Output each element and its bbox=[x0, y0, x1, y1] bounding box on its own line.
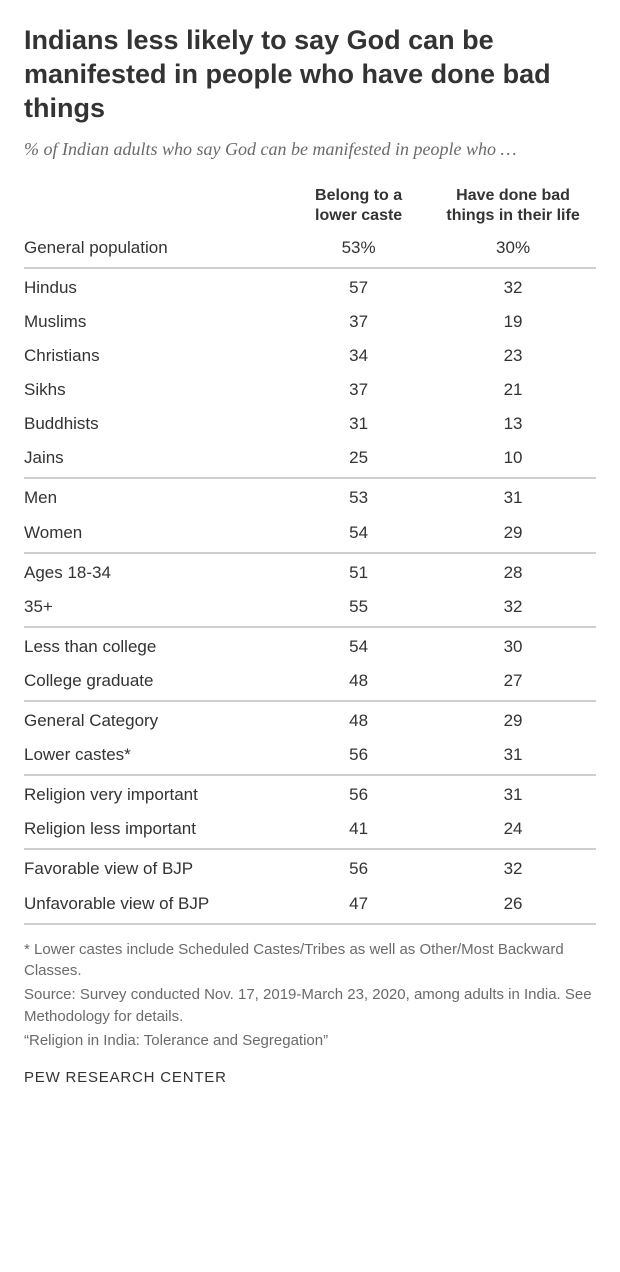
col-header-lower-caste: Belong to a lower caste bbox=[287, 182, 430, 230]
row-label: Unfavorable view of BJP bbox=[24, 887, 287, 924]
row-value-bad-things: 28 bbox=[430, 553, 596, 590]
row-label: Buddhists bbox=[24, 407, 287, 441]
row-label: Favorable view of BJP bbox=[24, 849, 287, 886]
row-label: Ages 18-34 bbox=[24, 553, 287, 590]
row-label: Jains bbox=[24, 441, 287, 478]
org-label: PEW RESEARCH CENTER bbox=[24, 1069, 596, 1086]
row-label: General population bbox=[24, 231, 287, 268]
table-row: General Category4829 bbox=[24, 701, 596, 738]
table-row: Favorable view of BJP5632 bbox=[24, 849, 596, 886]
row-value-bad-things: 31 bbox=[430, 738, 596, 775]
row-value-bad-things: 32 bbox=[430, 590, 596, 627]
subtitle: % of Indian adults who say God can be ma… bbox=[24, 137, 596, 162]
col-header-label bbox=[24, 182, 287, 230]
row-value-bad-things: 32 bbox=[430, 849, 596, 886]
row-value-lower-caste: 51 bbox=[287, 553, 430, 590]
page-title: Indians less likely to say God can be ma… bbox=[24, 24, 596, 125]
row-value-lower-caste: 54 bbox=[287, 627, 430, 664]
table-row: Women5429 bbox=[24, 516, 596, 553]
row-label: General Category bbox=[24, 701, 287, 738]
row-label: Less than college bbox=[24, 627, 287, 664]
row-label: Hindus bbox=[24, 268, 287, 305]
row-value-bad-things: 32 bbox=[430, 268, 596, 305]
row-value-lower-caste: 48 bbox=[287, 664, 430, 701]
footnote-note: * Lower castes include Scheduled Castes/… bbox=[24, 939, 596, 983]
table-row: Hindus5732 bbox=[24, 268, 596, 305]
row-label: Sikhs bbox=[24, 373, 287, 407]
row-value-bad-things: 31 bbox=[430, 775, 596, 812]
row-value-bad-things: 29 bbox=[430, 516, 596, 553]
row-value-bad-things: 21 bbox=[430, 373, 596, 407]
row-label: Women bbox=[24, 516, 287, 553]
row-value-bad-things: 26 bbox=[430, 887, 596, 924]
row-value-lower-caste: 34 bbox=[287, 339, 430, 373]
row-value-lower-caste: 55 bbox=[287, 590, 430, 627]
data-table: Belong to a lower caste Have done bad th… bbox=[24, 182, 596, 924]
row-value-lower-caste: 48 bbox=[287, 701, 430, 738]
table-row: Muslims3719 bbox=[24, 305, 596, 339]
table-row: Lower castes*5631 bbox=[24, 738, 596, 775]
table-row: Jains2510 bbox=[24, 441, 596, 478]
row-value-lower-caste: 25 bbox=[287, 441, 430, 478]
row-label: Muslims bbox=[24, 305, 287, 339]
table-row: Less than college5430 bbox=[24, 627, 596, 664]
row-value-bad-things: 23 bbox=[430, 339, 596, 373]
table-row: Buddhists3113 bbox=[24, 407, 596, 441]
footnote-block: * Lower castes include Scheduled Castes/… bbox=[24, 939, 596, 1052]
row-value-lower-caste: 53% bbox=[287, 231, 430, 268]
row-label: Religion very important bbox=[24, 775, 287, 812]
table-row: Unfavorable view of BJP4726 bbox=[24, 887, 596, 924]
row-value-lower-caste: 54 bbox=[287, 516, 430, 553]
table-row: 35+5532 bbox=[24, 590, 596, 627]
footnote-source: Source: Survey conducted Nov. 17, 2019-M… bbox=[24, 984, 596, 1028]
table-row: Ages 18-345128 bbox=[24, 553, 596, 590]
row-value-lower-caste: 37 bbox=[287, 305, 430, 339]
row-value-bad-things: 30% bbox=[430, 231, 596, 268]
row-value-bad-things: 31 bbox=[430, 478, 596, 515]
table-row: Sikhs3721 bbox=[24, 373, 596, 407]
row-label: Christians bbox=[24, 339, 287, 373]
row-value-lower-caste: 57 bbox=[287, 268, 430, 305]
row-value-lower-caste: 56 bbox=[287, 775, 430, 812]
row-value-bad-things: 24 bbox=[430, 812, 596, 849]
row-label: 35+ bbox=[24, 590, 287, 627]
row-label: Religion less important bbox=[24, 812, 287, 849]
row-label: College graduate bbox=[24, 664, 287, 701]
row-value-lower-caste: 56 bbox=[287, 849, 430, 886]
table-row: Religion very important5631 bbox=[24, 775, 596, 812]
row-value-lower-caste: 47 bbox=[287, 887, 430, 924]
table-row: College graduate4827 bbox=[24, 664, 596, 701]
row-value-bad-things: 27 bbox=[430, 664, 596, 701]
table-row: Christians3423 bbox=[24, 339, 596, 373]
row-value-lower-caste: 31 bbox=[287, 407, 430, 441]
table-row: General population53%30% bbox=[24, 231, 596, 268]
table-row: Men5331 bbox=[24, 478, 596, 515]
row-label: Men bbox=[24, 478, 287, 515]
row-value-bad-things: 29 bbox=[430, 701, 596, 738]
row-value-lower-caste: 37 bbox=[287, 373, 430, 407]
table-header-row: Belong to a lower caste Have done bad th… bbox=[24, 182, 596, 230]
row-value-lower-caste: 56 bbox=[287, 738, 430, 775]
col-header-bad-things: Have done bad things in their life bbox=[430, 182, 596, 230]
row-value-bad-things: 13 bbox=[430, 407, 596, 441]
row-value-lower-caste: 41 bbox=[287, 812, 430, 849]
row-label: Lower castes* bbox=[24, 738, 287, 775]
row-value-lower-caste: 53 bbox=[287, 478, 430, 515]
table-row: Religion less important4124 bbox=[24, 812, 596, 849]
row-value-bad-things: 19 bbox=[430, 305, 596, 339]
footnote-report: “Religion in India: Tolerance and Segreg… bbox=[24, 1030, 596, 1052]
row-value-bad-things: 30 bbox=[430, 627, 596, 664]
row-value-bad-things: 10 bbox=[430, 441, 596, 478]
